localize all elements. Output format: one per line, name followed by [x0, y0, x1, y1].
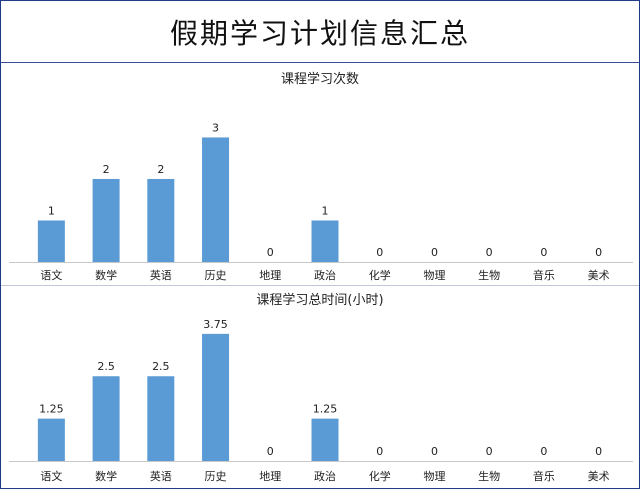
bar-语文: [37, 418, 65, 461]
bar-语文: [37, 220, 65, 262]
header: 假期学习计划信息汇总: [1, 1, 639, 63]
study-hours-chart: 课程学习总时间(小时) 1.25 语文 2.5 数学 2.5 英语 3.75 历史 0 地理 1.25…: [9, 292, 633, 483]
data-label-地理: 0: [267, 445, 274, 458]
tick-label-生物: 生物: [478, 469, 500, 483]
study-count-chart: 课程学习次数 1 语文 2 数学 2 英语 3 历史 0 地理 1 政治 0 化学 0 物理 0 生物 0 音乐 0 美术: [9, 71, 633, 282]
data-label-政治: 1: [322, 204, 329, 217]
data-label-历史: 3.75: [203, 318, 228, 331]
data-label-英语: 2.5: [152, 360, 170, 373]
tick-label-英语: 英语: [150, 268, 172, 282]
page-title: 假期学习计划信息汇总: [169, 16, 470, 50]
data-label-美术: 0: [595, 246, 602, 259]
tick-label-化学: 化学: [369, 268, 391, 282]
bar-数学: [92, 178, 120, 262]
tick-label-化学: 化学: [369, 469, 391, 483]
data-label-物理: 0: [431, 246, 438, 259]
tick-label-政治: 政治: [314, 469, 336, 483]
tick-label-地理: 地理: [259, 470, 281, 483]
data-label-化学: 0: [376, 445, 383, 458]
data-label-地理: 0: [267, 246, 274, 259]
tick-label-政治: 政治: [314, 268, 336, 282]
bar-数学: [92, 376, 120, 461]
data-label-英语: 2: [157, 163, 164, 176]
bar-英语: [147, 376, 175, 461]
tick-label-物理: 物理: [423, 469, 445, 483]
data-label-化学: 0: [376, 246, 383, 259]
bar-英语: [147, 178, 175, 262]
tick-label-地理: 地理: [259, 269, 281, 282]
data-label-语文: 1: [48, 204, 55, 217]
tick-label-音乐: 音乐: [533, 469, 555, 483]
tick-label-历史: 历史: [205, 269, 227, 282]
data-label-数学: 2.5: [97, 360, 115, 373]
chart-panel-count: 课程学习次数 1 语文 2 数学 2 英语 3 历史 0 地理 1 政治 0 化学 0 物理 0 生物 0 音乐 0 美术: [1, 63, 639, 285]
data-label-生物: 0: [486, 445, 493, 458]
bar-政治: [311, 418, 339, 461]
tick-label-语文: 语文: [40, 268, 62, 282]
panel-divider: [1, 285, 639, 286]
data-label-数学: 2: [103, 163, 110, 176]
data-label-语文: 1.25: [39, 403, 64, 416]
tick-label-语文: 语文: [40, 469, 62, 483]
tick-label-音乐: 音乐: [533, 268, 555, 282]
data-label-美术: 0: [595, 445, 602, 458]
data-label-音乐: 0: [540, 445, 547, 458]
tick-label-美术: 美术: [588, 269, 610, 282]
chart-panel-hours: 课程学习总时间(小时) 1.25 语文 2.5 数学 2.5 英语 3.75 历史 0 地理 1.25…: [1, 286, 639, 488]
tick-label-物理: 物理: [423, 268, 445, 282]
tick-label-美术: 美术: [588, 470, 610, 483]
tick-label-英语: 英语: [150, 469, 172, 483]
data-label-历史: 3: [212, 121, 219, 134]
data-label-物理: 0: [431, 445, 438, 458]
chart-title: 课程学习总时间(小时): [256, 292, 383, 308]
bar-历史: [202, 333, 230, 461]
chart-title: 课程学习次数: [281, 71, 359, 87]
data-label-政治: 1.25: [313, 403, 338, 416]
data-label-音乐: 0: [540, 246, 547, 259]
data-label-生物: 0: [486, 246, 493, 259]
tick-label-数学: 数学: [95, 268, 117, 282]
bar-政治: [311, 220, 339, 262]
tick-label-历史: 历史: [205, 470, 227, 483]
bar-历史: [202, 137, 230, 262]
tick-label-生物: 生物: [478, 268, 500, 282]
tick-label-数学: 数学: [95, 469, 117, 483]
